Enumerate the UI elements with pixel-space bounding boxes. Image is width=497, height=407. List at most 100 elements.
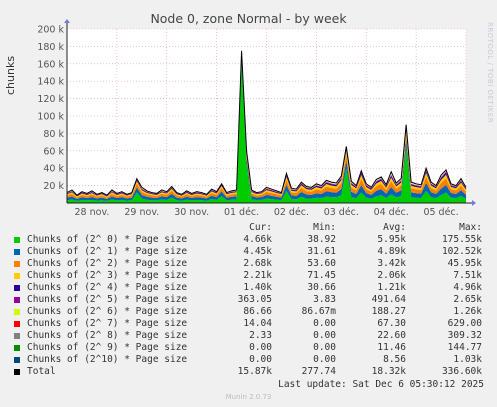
legend-min-value: 31.61 [307, 246, 336, 257]
legend-cur-value: 86.66 [243, 306, 272, 317]
legend-cur-value: 2.21k [243, 270, 272, 281]
legend-swatch [14, 297, 20, 303]
legend-avg-value: 18.32k [371, 366, 406, 377]
legend-max-value: 45.95k [447, 258, 482, 269]
chart-title: Node 0, zone Normal - by week [150, 11, 347, 26]
legend-min-value: 0.00 [313, 318, 336, 329]
legend-max-value: 336.60k [441, 366, 482, 377]
munin-version: Munin 2.0.73 [225, 393, 272, 401]
legend-max-value: 629.00 [447, 318, 482, 329]
y-axis-arrow [64, 19, 70, 23]
legend-swatch [14, 369, 20, 375]
legend-min-value: 86.67m [301, 306, 336, 317]
legend-max-value: 1.03k [453, 354, 482, 365]
legend-max-value: 4.96k [453, 282, 482, 293]
legend-avg-value: 11.46 [377, 342, 406, 353]
legend-swatch [14, 237, 20, 243]
series-area [67, 56, 466, 201]
legend-swatch [14, 333, 20, 339]
legend-cur-value: 0.00 [249, 354, 272, 365]
x-tick-label: 05 déc. [423, 207, 458, 218]
y-tick-label: 80 k [43, 129, 64, 140]
legend-max-value: 144.77 [447, 342, 482, 353]
legend-max-value: 1.26k [453, 306, 482, 317]
legend-cur-value: 363.05 [237, 294, 272, 305]
x-tick-label: 02 déc. [274, 207, 309, 218]
x-tick-label: 29 nov. [124, 207, 159, 218]
legend-series-name: Chunks of (2^ 8) * Page size [27, 330, 188, 341]
legend-cur-value: 14.04 [243, 318, 272, 329]
legend-max-value: 309.32 [447, 330, 482, 341]
legend-avg-value: 3.42k [377, 258, 406, 269]
y-axis-label: chunks [4, 55, 17, 95]
legend-series-name: Chunks of (2^ 5) * Page size [27, 294, 188, 305]
legend-cur-value: 4.45k [243, 246, 272, 257]
legend-cur-value: 15.87k [237, 366, 272, 377]
legend-swatch [14, 249, 20, 255]
legend-header-max: Max: [459, 222, 482, 233]
legend-avg-value: 22.60 [377, 330, 406, 341]
x-tick-label: 03 déc. [324, 207, 359, 218]
legend-series-name: Chunks of (2^ 7) * Page size [27, 318, 188, 329]
legend-max-value: 7.51k [453, 270, 482, 281]
legend-cur-value: 2.33 [249, 330, 272, 341]
legend-series-name: Chunks of (2^ 6) * Page size [27, 306, 188, 317]
legend-swatch [14, 309, 20, 315]
legend-min-value: 71.45 [307, 270, 336, 281]
legend-avg-value: 2.06k [377, 270, 406, 281]
x-axis-arrow [472, 200, 476, 206]
legend-series-name: Chunks of (2^ 3) * Page size [27, 270, 188, 281]
legend-series-name: Chunks of (2^ 4) * Page size [27, 282, 188, 293]
total-line [66, 50, 467, 196]
x-tick-label: 04 déc. [374, 207, 409, 218]
legend-swatch [14, 357, 20, 363]
legend-min-value: 30.66 [307, 282, 336, 293]
last-update: Last update: Sat Dec 6 05:30:12 2025 [278, 379, 484, 390]
legend-max-value: 102.52k [441, 246, 482, 257]
legend-avg-value: 491.64 [371, 294, 406, 305]
legend-swatch [14, 321, 20, 327]
x-tick-label: 28 nov. [75, 207, 110, 218]
legend-max-value: 175.55k [441, 234, 482, 245]
legend-avg-value: 5.95k [377, 234, 406, 245]
y-tick-label: 140 k [37, 77, 64, 88]
y-tick-label: 20 k [43, 181, 64, 192]
y-tick-label: 100 k [37, 112, 64, 123]
legend-avg-value: 4.89k [377, 246, 406, 257]
legend-min-value: 53.60 [307, 258, 336, 269]
y-tick-label: 60 k [43, 146, 64, 157]
legend-avg-value: 188.27 [371, 306, 406, 317]
x-tick-label: 01 déc. [224, 207, 259, 218]
y-tick-label: 200 k [37, 25, 64, 36]
legend-min-value: 0.00 [313, 330, 336, 341]
legend-max-value: 2.65k [453, 294, 482, 305]
legend-min-value: 0.00 [313, 342, 336, 353]
legend-series-name: Total [27, 366, 56, 377]
legend-min-value: 3.83 [313, 294, 336, 305]
legend-swatch [14, 285, 20, 291]
legend-header-cur: Cur: [249, 222, 272, 233]
legend-cur-value: 1.40k [243, 282, 272, 293]
legend-cur-value: 0.00 [249, 342, 272, 353]
y-tick-label: 180 k [37, 42, 64, 53]
legend-avg-value: 67.30 [377, 318, 406, 329]
legend-swatch [14, 261, 20, 267]
legend-series-name: Chunks of (2^ 1) * Page size [27, 246, 188, 257]
legend-series-name: Chunks of (2^ 0) * Page size [27, 234, 188, 245]
legend-series-name: Chunks of (2^10) * Page size [27, 354, 188, 365]
legend-cur-value: 4.66k [243, 234, 272, 245]
legend-header-avg: Avg: [383, 222, 406, 233]
y-tick-label: 160 k [37, 59, 64, 70]
legend-header-min: Min: [313, 222, 336, 233]
legend-swatch [14, 345, 20, 351]
legend-series-name: Chunks of (2^ 9) * Page size [27, 342, 188, 353]
y-tick-label: 40 k [43, 164, 64, 175]
legend-min-value: 277.74 [301, 366, 336, 377]
legend-min-value: 0.00 [313, 354, 336, 365]
legend-cur-value: 2.68k [243, 258, 272, 269]
legend-series-name: Chunks of (2^ 2) * Page size [27, 258, 188, 269]
y-tick-label: 120 k [37, 94, 64, 105]
legend-avg-value: 8.56 [383, 354, 406, 365]
